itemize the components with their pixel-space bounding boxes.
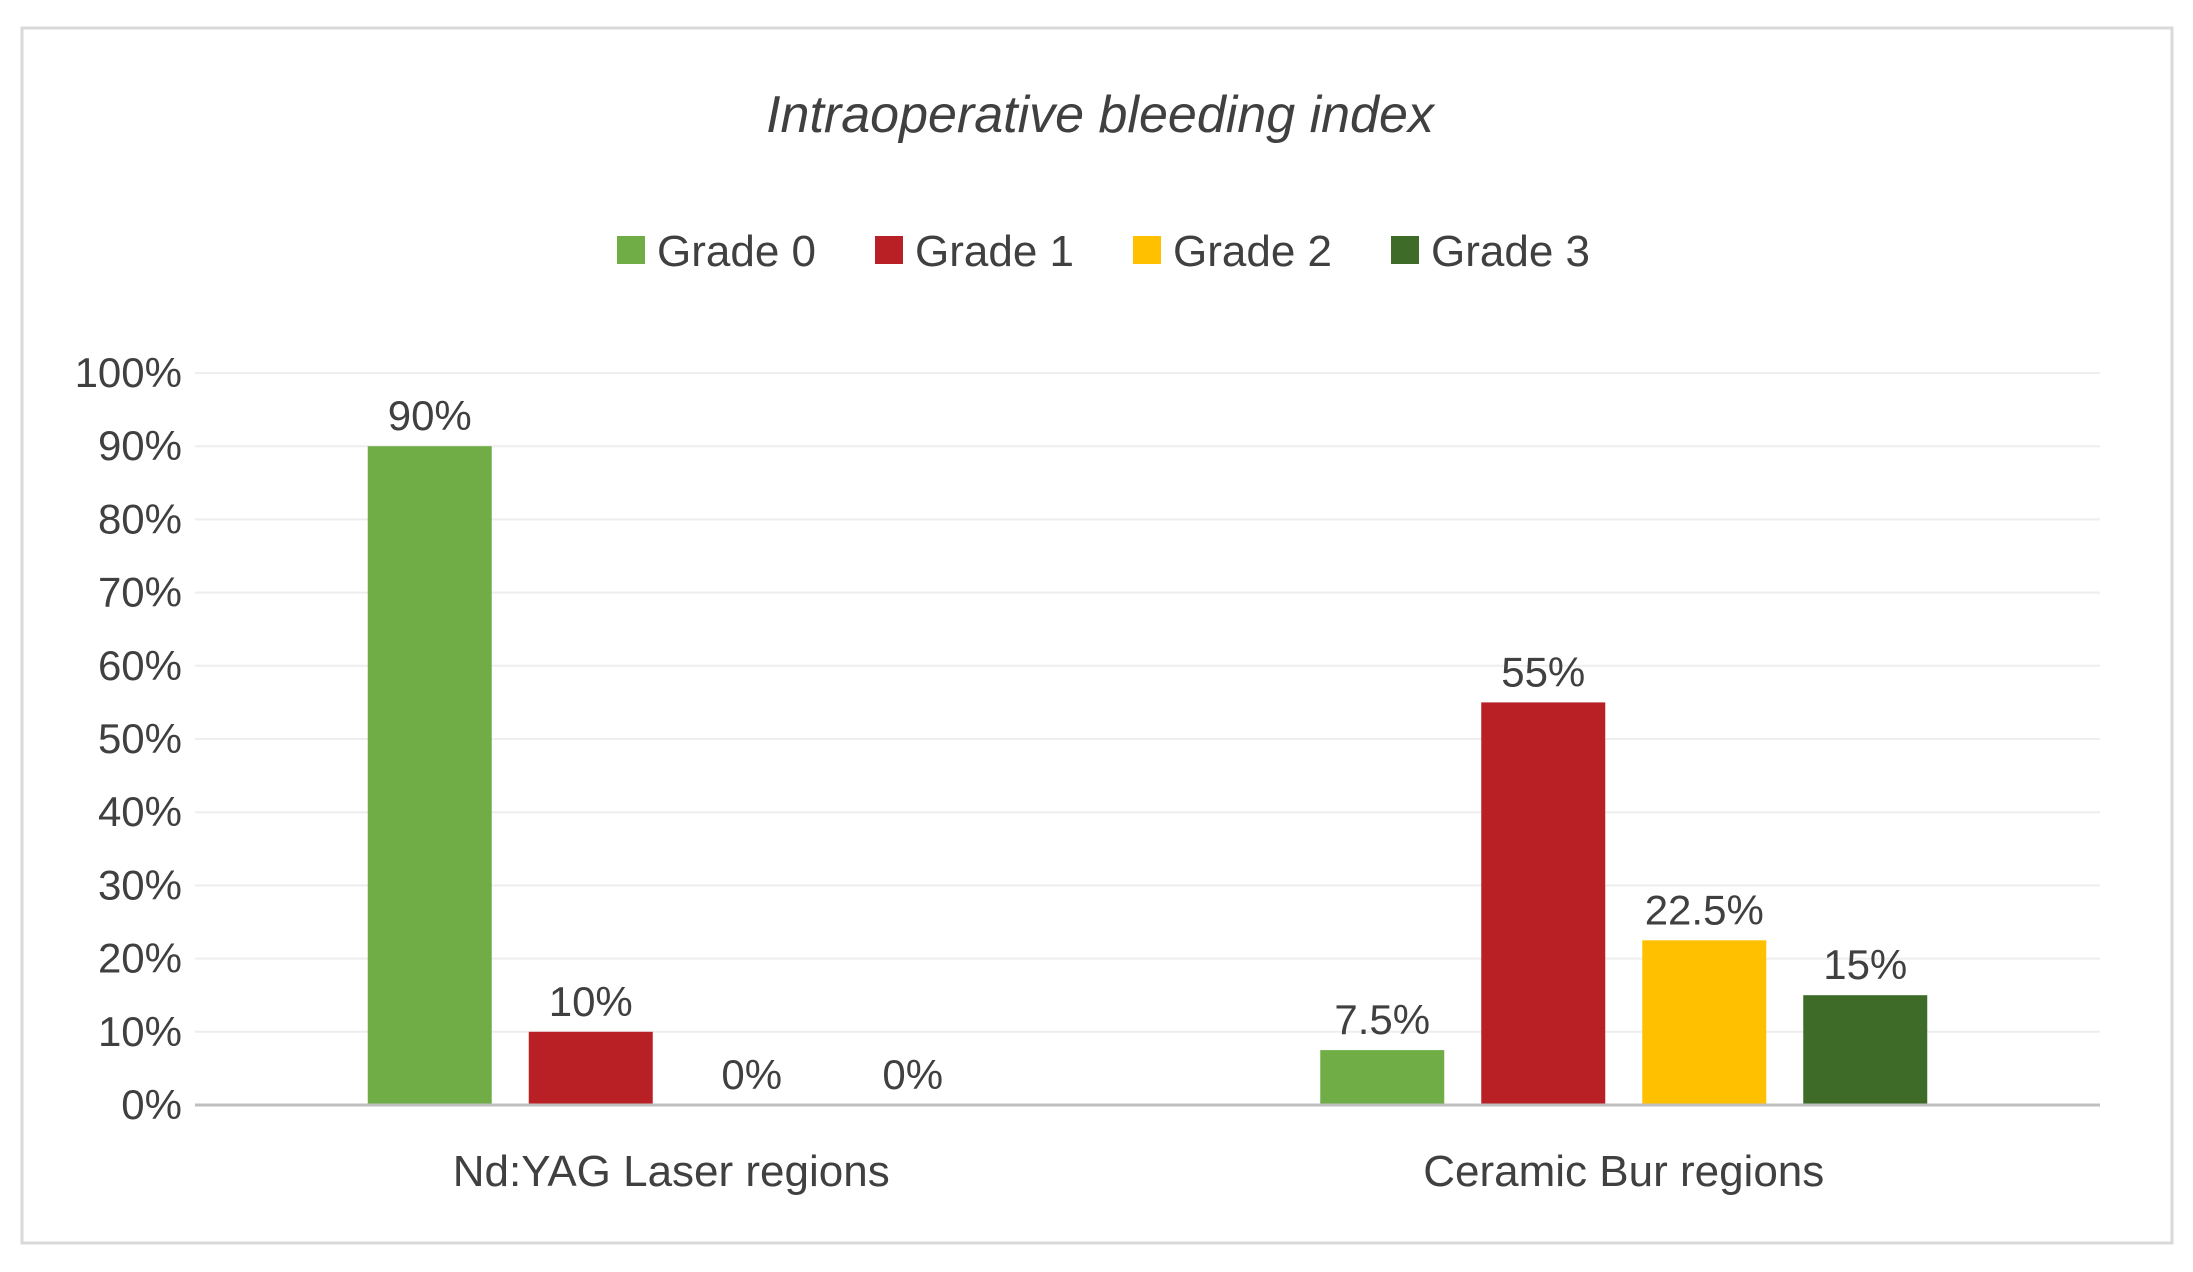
y-tick-label: 60% <box>98 642 182 689</box>
data-label: 0% <box>882 1051 943 1098</box>
y-tick-label: 40% <box>98 788 182 835</box>
y-tick-label: 30% <box>98 861 182 908</box>
legend-label: Grade 3 <box>1431 227 1590 276</box>
data-label: 90% <box>388 392 472 439</box>
data-label: 15% <box>1823 941 1907 988</box>
y-tick-label: 10% <box>98 1008 182 1055</box>
bar-grade-0 <box>1320 1050 1445 1105</box>
bar-grade-1 <box>528 1031 653 1105</box>
data-label: 0% <box>721 1051 782 1098</box>
data-labels: 90% 10% 0% 0% 7.5% 55% 22.5% 15% <box>388 392 1908 1098</box>
x-category-label: Ceramic Bur regions <box>1423 1147 1824 1196</box>
legend-item: Grade 3 <box>1391 227 1590 276</box>
bar-grade-3 <box>1803 995 1928 1105</box>
bars <box>367 446 1928 1105</box>
data-label: 7.5% <box>1334 996 1430 1043</box>
y-axis: 0% 10% 20% 30% 40% 50% 60% 70% 80% 90% 100% <box>75 349 182 1128</box>
y-tick-label: 20% <box>98 935 182 982</box>
legend-swatch <box>875 236 903 264</box>
legend-label: Grade 0 <box>657 227 816 276</box>
legend-item: Grade 0 <box>617 227 816 276</box>
gridlines <box>195 372 2100 1033</box>
legend-swatch <box>617 236 645 264</box>
data-label: 22.5% <box>1645 886 1764 933</box>
legend-swatch <box>1391 236 1419 264</box>
legend: Grade 0 Grade 1 Grade 2 Grade 3 <box>617 227 1590 276</box>
y-tick-label: 50% <box>98 715 182 762</box>
y-tick-label: 80% <box>98 495 182 542</box>
y-tick-label: 70% <box>98 569 182 616</box>
data-label: 55% <box>1501 648 1585 695</box>
legend-item: Grade 2 <box>1133 227 1332 276</box>
legend-swatch <box>1133 236 1161 264</box>
bar-grade-2 <box>1642 940 1767 1105</box>
legend-label: Grade 1 <box>915 227 1074 276</box>
data-label: 10% <box>549 978 633 1025</box>
y-tick-label: 90% <box>98 422 182 469</box>
legend-item: Grade 1 <box>875 227 1074 276</box>
y-tick-label: 100% <box>75 349 182 396</box>
x-axis: Nd:YAG Laser regions Ceramic Bur regions <box>195 1103 2100 1196</box>
bar-grade-1 <box>1481 702 1606 1105</box>
y-tick-label: 0% <box>121 1081 182 1128</box>
chart-title: Intraoperative bleeding index <box>766 86 1436 144</box>
bar-grade-0 <box>367 446 492 1105</box>
legend-label: Grade 2 <box>1173 227 1332 276</box>
x-category-label: Nd:YAG Laser regions <box>453 1147 890 1196</box>
